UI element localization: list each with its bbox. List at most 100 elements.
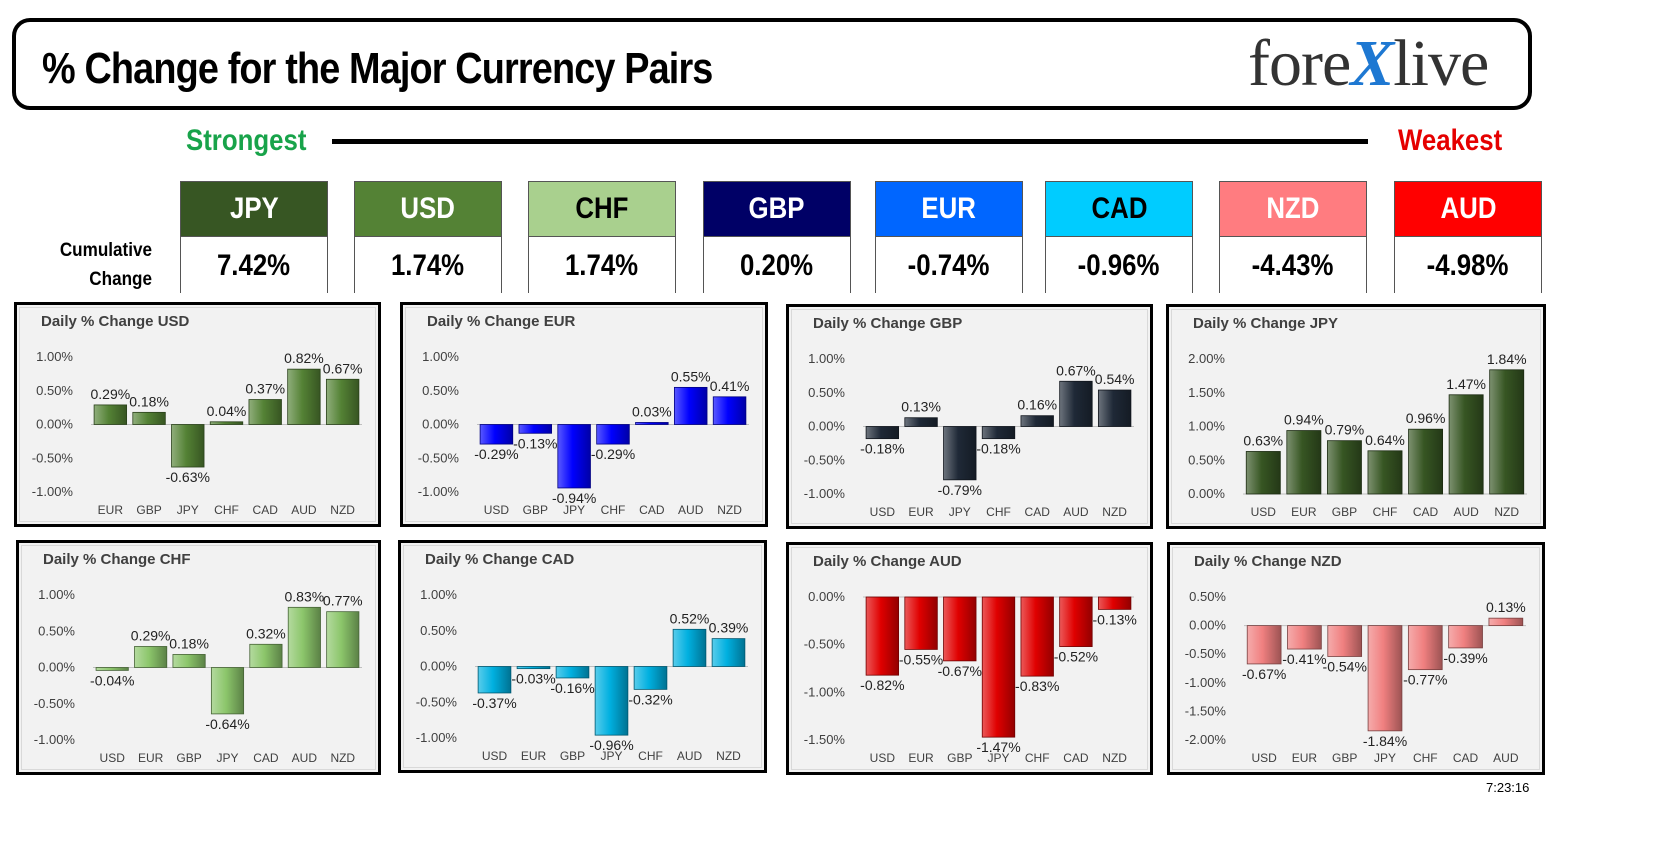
x-tick-label: USD	[1251, 505, 1277, 519]
bar	[557, 424, 591, 489]
x-tick-label: EUR	[908, 505, 934, 519]
x-tick-label: CAD	[253, 503, 279, 517]
bar	[516, 666, 551, 670]
x-tick-label: NZD	[1102, 751, 1127, 765]
y-tick-label: -1.00%	[416, 730, 458, 745]
bar	[673, 386, 708, 425]
y-tick-label: 0.00%	[38, 660, 75, 675]
x-tick-label: CHF	[1025, 751, 1050, 765]
cumulative-change-text: -4.98%	[1427, 249, 1509, 282]
data-label: -0.64%	[205, 716, 249, 732]
data-label: 0.32%	[246, 625, 286, 641]
chart-gbp: 1.00% 0.50% 0.00% -0.50% -1.00% -0.18% USD 0.13…	[804, 351, 1135, 519]
currency-code-text: CAD	[1091, 192, 1147, 225]
data-label: -0.18%	[860, 441, 904, 457]
y-tick-label: 1.00%	[38, 587, 75, 602]
chart-title-jpy: Daily % Change JPY	[1193, 315, 1339, 332]
bar	[287, 606, 321, 668]
x-tick-label: CHF	[601, 503, 626, 517]
data-label: -0.63%	[166, 469, 210, 485]
data-label: 0.16%	[1017, 397, 1057, 413]
data-label: -0.13%	[513, 435, 557, 451]
y-tick-label: 0.50%	[1189, 589, 1226, 604]
x-tick-label: CAD	[1025, 505, 1051, 519]
bar	[171, 424, 205, 468]
y-tick-label: 0.00%	[808, 589, 845, 604]
data-label: 0.13%	[1486, 599, 1526, 615]
page-title: % Change for the Major Currency Pairs	[42, 44, 713, 93]
y-tick-label: -1.00%	[1185, 675, 1227, 690]
data-label: 0.64%	[1365, 432, 1405, 448]
bar	[249, 643, 283, 668]
cumulative-change-text: 1.74%	[391, 249, 465, 282]
y-tick-label: 0.50%	[38, 623, 75, 638]
bar	[904, 596, 938, 650]
currency-code: JPY	[181, 182, 327, 237]
cumulative-change-text: -0.74%	[908, 249, 990, 282]
currency-box-nzd: NZD -4.43%	[1219, 181, 1367, 293]
bar	[477, 666, 512, 694]
y-tick-label: 0.00%	[36, 417, 73, 432]
bar	[865, 426, 900, 440]
currency-code: AUD	[1395, 182, 1541, 237]
data-label: 0.18%	[129, 393, 169, 409]
data-label: 0.03%	[632, 403, 672, 419]
x-tick-label: AUD	[678, 503, 704, 517]
x-tick-label: GBP	[1332, 751, 1357, 765]
forexlive-logo: foreXlive	[1248, 26, 1489, 102]
x-tick-label: NZD	[330, 503, 355, 517]
chart-cad: 1.00% 0.50% 0.00% -0.50% -1.00% -0.37% USD -0.0…	[416, 587, 749, 763]
data-label: 0.55%	[671, 368, 711, 384]
currency-code-text: EUR	[921, 192, 977, 225]
data-label: 0.96%	[1406, 410, 1446, 426]
data-label: 0.63%	[1243, 432, 1283, 448]
y-tick-label: 0.00%	[420, 659, 457, 674]
bar	[132, 411, 166, 425]
y-tick-label: -0.50%	[418, 450, 460, 465]
y-tick-label: 0.00%	[1188, 486, 1225, 501]
y-tick-label: -1.00%	[804, 684, 846, 699]
bar	[326, 611, 360, 668]
x-tick-label: CAD	[1063, 751, 1089, 765]
currency-code: CHF	[529, 182, 675, 237]
strength-divider	[332, 139, 1368, 144]
bar	[635, 422, 669, 425]
currency-code-text: GBP	[749, 192, 805, 225]
cumulative-label-line1: Cumulative	[59, 240, 153, 261]
data-label: 1.47%	[1446, 376, 1486, 392]
bar	[248, 399, 282, 425]
bar	[981, 426, 1016, 440]
data-label: -0.79%	[938, 482, 982, 498]
bar	[904, 417, 938, 427]
chart-eur: 1.00% 0.50% 0.00% -0.50% -1.00% -0.29% USD -0.1…	[418, 349, 750, 517]
x-tick-label: USD	[100, 751, 126, 765]
bar	[865, 596, 900, 676]
x-tick-label: EUR	[138, 751, 164, 765]
chart-title-nzd: Daily % Change NZD	[1194, 553, 1342, 570]
bar	[1097, 596, 1132, 610]
bar	[1367, 625, 1403, 732]
bar	[172, 654, 206, 668]
x-tick-label: GBP	[947, 751, 972, 765]
x-tick-label: USD	[870, 505, 896, 519]
currency-box-cad: CAD -0.96%	[1045, 181, 1193, 293]
y-tick-label: -0.50%	[34, 696, 76, 711]
x-tick-label: CAD	[253, 751, 279, 765]
bar	[1245, 451, 1281, 495]
chart-panel-aud: Daily % Change AUD 0.00% -0.50% -1.00% -1.50…	[786, 542, 1153, 775]
x-tick-label: AUD	[1493, 751, 1519, 765]
x-tick-label: AUD	[291, 503, 317, 517]
x-tick-label: CHF	[986, 505, 1011, 519]
x-tick-label: CHF	[214, 503, 239, 517]
x-tick-label: GBP	[523, 503, 548, 517]
bar	[210, 667, 245, 715]
data-label: -0.41%	[1282, 651, 1326, 667]
x-tick-label: CAD	[1413, 505, 1439, 519]
data-label: -0.18%	[976, 441, 1020, 457]
currency-code-text: CHF	[575, 192, 629, 225]
data-label: 0.67%	[323, 360, 363, 376]
y-tick-label: 0.50%	[422, 383, 459, 398]
y-tick-label: 1.00%	[1188, 419, 1225, 434]
data-label: -0.83%	[1015, 678, 1059, 694]
data-label: -0.13%	[1092, 611, 1136, 627]
